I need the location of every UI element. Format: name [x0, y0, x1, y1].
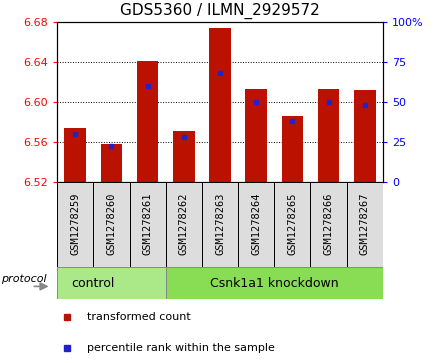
- Bar: [318, 89, 339, 182]
- Bar: [282, 115, 303, 182]
- Bar: [274, 182, 311, 267]
- Bar: [137, 61, 158, 182]
- Bar: [129, 182, 166, 267]
- Bar: [57, 267, 166, 299]
- Text: Csnk1a1 knockdown: Csnk1a1 knockdown: [210, 277, 338, 290]
- Text: transformed count: transformed count: [87, 312, 191, 322]
- Text: GSM1278263: GSM1278263: [215, 193, 225, 256]
- Bar: [354, 90, 376, 182]
- Bar: [57, 182, 93, 267]
- Bar: [347, 182, 383, 267]
- Text: GSM1278262: GSM1278262: [179, 193, 189, 256]
- Text: GSM1278261: GSM1278261: [143, 193, 153, 256]
- Bar: [166, 267, 383, 299]
- Text: protocol: protocol: [1, 274, 47, 284]
- Bar: [101, 143, 122, 182]
- Text: GSM1278265: GSM1278265: [287, 193, 297, 256]
- Bar: [93, 182, 129, 267]
- Text: GSM1278264: GSM1278264: [251, 193, 261, 256]
- Bar: [209, 28, 231, 182]
- Bar: [173, 131, 194, 182]
- Text: GSM1278259: GSM1278259: [70, 193, 80, 256]
- Bar: [202, 182, 238, 267]
- Title: GDS5360 / ILMN_2929572: GDS5360 / ILMN_2929572: [120, 3, 320, 19]
- Bar: [238, 182, 274, 267]
- Text: control: control: [72, 277, 115, 290]
- Bar: [166, 182, 202, 267]
- Bar: [246, 89, 267, 182]
- Text: percentile rank within the sample: percentile rank within the sample: [87, 343, 275, 352]
- Text: GSM1278267: GSM1278267: [360, 193, 370, 256]
- Bar: [64, 127, 86, 182]
- Text: GSM1278260: GSM1278260: [106, 193, 117, 256]
- Bar: [311, 182, 347, 267]
- Text: GSM1278266: GSM1278266: [323, 193, 334, 256]
